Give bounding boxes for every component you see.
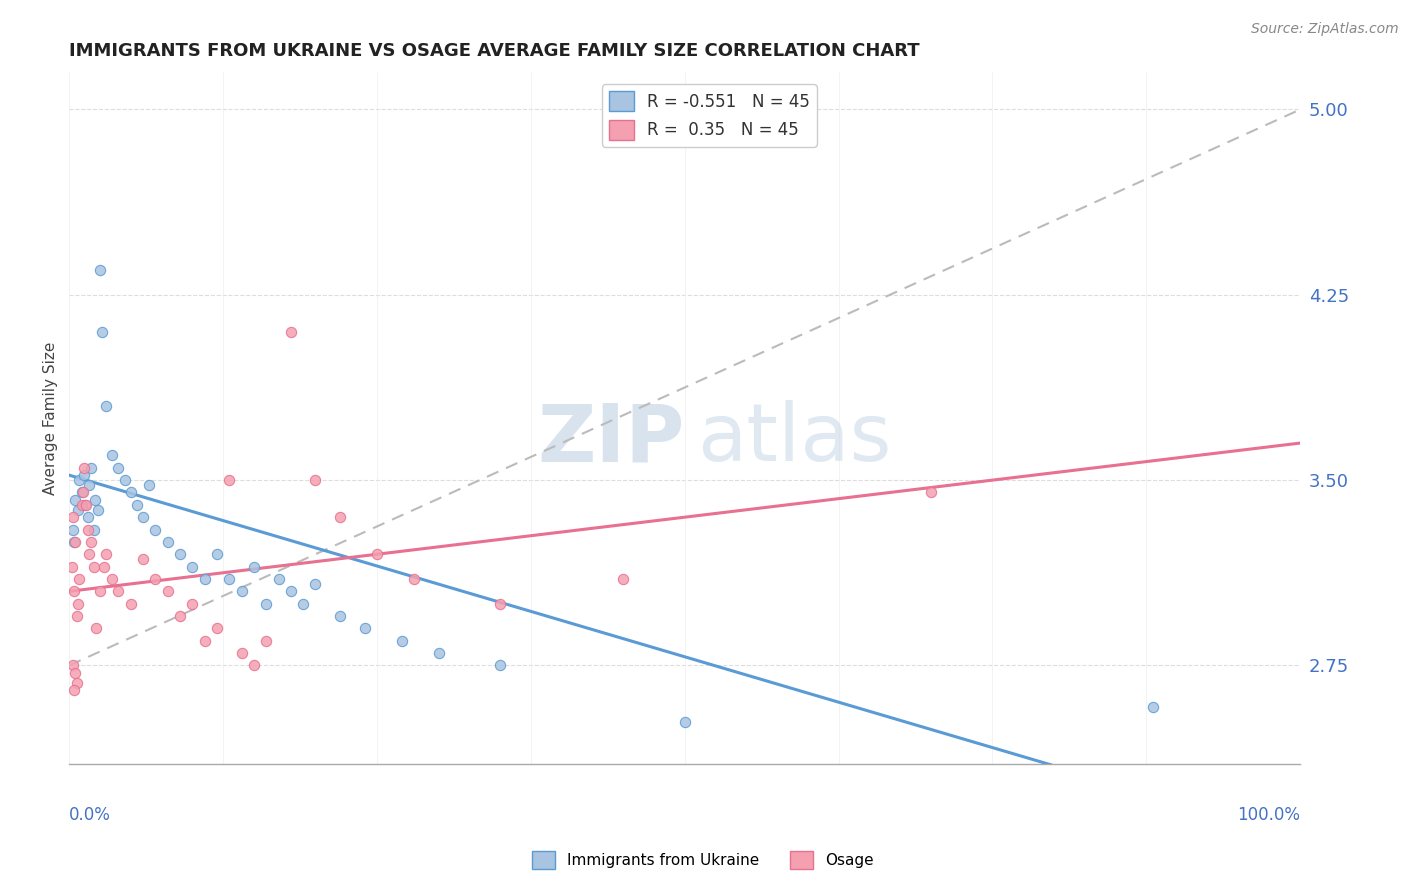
Point bbox=[132, 552, 155, 566]
Point bbox=[77, 547, 100, 561]
Point bbox=[89, 584, 111, 599]
Point bbox=[231, 646, 253, 660]
Point bbox=[107, 584, 129, 599]
Point bbox=[65, 675, 87, 690]
Point bbox=[292, 597, 315, 611]
Point bbox=[156, 535, 179, 549]
Point bbox=[89, 263, 111, 277]
Point bbox=[125, 498, 148, 512]
Point bbox=[101, 449, 124, 463]
Point bbox=[329, 510, 352, 524]
Point bbox=[63, 683, 86, 698]
Point bbox=[402, 572, 425, 586]
Point bbox=[243, 658, 266, 673]
Point bbox=[132, 510, 155, 524]
Legend: R = -0.551   N = 45, R =  0.35   N = 45: R = -0.551 N = 45, R = 0.35 N = 45 bbox=[602, 84, 817, 146]
Text: 100.0%: 100.0% bbox=[1237, 805, 1301, 824]
Point bbox=[86, 502, 108, 516]
Point bbox=[673, 715, 696, 730]
Point bbox=[205, 547, 228, 561]
Point bbox=[366, 547, 388, 561]
Point bbox=[353, 621, 375, 635]
Point bbox=[80, 460, 103, 475]
Point bbox=[65, 609, 87, 624]
Point bbox=[280, 584, 302, 599]
Point bbox=[254, 597, 277, 611]
Point bbox=[62, 658, 84, 673]
Point bbox=[304, 577, 326, 591]
Point bbox=[63, 584, 86, 599]
Point bbox=[169, 609, 191, 624]
Point bbox=[67, 473, 90, 487]
Point bbox=[489, 597, 512, 611]
Point bbox=[83, 559, 105, 574]
Point bbox=[70, 485, 93, 500]
Point bbox=[194, 572, 217, 586]
Point bbox=[96, 399, 118, 413]
Point bbox=[107, 460, 129, 475]
Point bbox=[218, 473, 240, 487]
Point bbox=[86, 621, 108, 635]
Text: 0.0%: 0.0% bbox=[69, 805, 111, 824]
Point bbox=[304, 473, 326, 487]
Text: atlas: atlas bbox=[697, 401, 891, 478]
Point bbox=[72, 485, 94, 500]
Point bbox=[70, 498, 93, 512]
Point bbox=[329, 609, 352, 624]
Point bbox=[93, 559, 115, 574]
Text: ZIP: ZIP bbox=[537, 401, 685, 478]
Point bbox=[67, 572, 90, 586]
Point bbox=[267, 572, 290, 586]
Point bbox=[73, 468, 96, 483]
Point bbox=[169, 547, 191, 561]
Point bbox=[181, 559, 204, 574]
Point bbox=[391, 633, 413, 648]
Point bbox=[114, 473, 136, 487]
Point bbox=[73, 460, 96, 475]
Point bbox=[62, 523, 84, 537]
Point bbox=[66, 597, 89, 611]
Point bbox=[243, 559, 266, 574]
Point bbox=[145, 523, 167, 537]
Point bbox=[218, 572, 240, 586]
Point bbox=[205, 621, 228, 635]
Point bbox=[75, 498, 97, 512]
Point bbox=[62, 510, 84, 524]
Point bbox=[1142, 700, 1164, 714]
Point bbox=[63, 535, 86, 549]
Point bbox=[612, 572, 634, 586]
Point bbox=[120, 597, 142, 611]
Point bbox=[101, 572, 124, 586]
Point bbox=[96, 547, 118, 561]
Text: IMMIGRANTS FROM UKRAINE VS OSAGE AVERAGE FAMILY SIZE CORRELATION CHART: IMMIGRANTS FROM UKRAINE VS OSAGE AVERAGE… bbox=[69, 42, 920, 60]
Point bbox=[138, 478, 160, 492]
Y-axis label: Average Family Size: Average Family Size bbox=[44, 342, 58, 495]
Point bbox=[427, 646, 450, 660]
Point bbox=[181, 597, 204, 611]
Point bbox=[156, 584, 179, 599]
Point bbox=[77, 478, 100, 492]
Point bbox=[80, 535, 103, 549]
Point bbox=[66, 502, 89, 516]
Point bbox=[489, 658, 512, 673]
Point bbox=[83, 523, 105, 537]
Point bbox=[65, 535, 87, 549]
Point bbox=[920, 485, 942, 500]
Point bbox=[254, 633, 277, 648]
Point bbox=[280, 325, 302, 339]
Point bbox=[145, 572, 167, 586]
Point bbox=[194, 633, 217, 648]
Point bbox=[60, 559, 83, 574]
Point bbox=[65, 492, 87, 507]
Point bbox=[76, 523, 98, 537]
Point bbox=[75, 498, 97, 512]
Point bbox=[84, 492, 107, 507]
Point bbox=[120, 485, 142, 500]
Point bbox=[231, 584, 253, 599]
Point bbox=[91, 325, 114, 339]
Point bbox=[65, 665, 87, 680]
Point bbox=[76, 510, 98, 524]
Text: Source: ZipAtlas.com: Source: ZipAtlas.com bbox=[1251, 22, 1399, 37]
Legend: Immigrants from Ukraine, Osage: Immigrants from Ukraine, Osage bbox=[526, 845, 880, 875]
